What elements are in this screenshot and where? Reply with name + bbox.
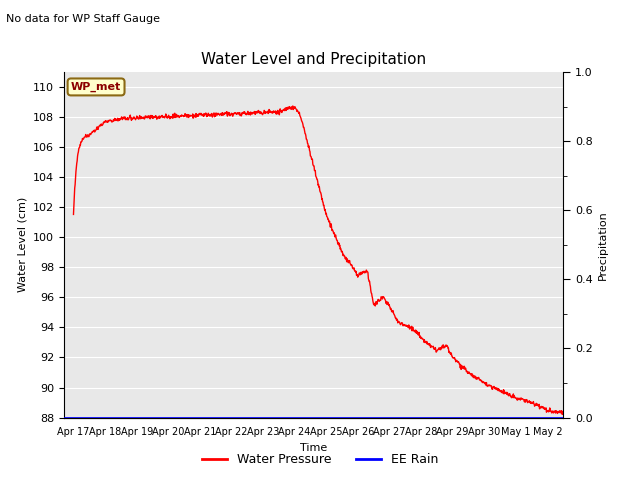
Title: Water Level and Precipitation: Water Level and Precipitation xyxy=(201,52,426,67)
Y-axis label: Precipitation: Precipitation xyxy=(598,210,608,280)
Text: No data for WP Staff Gauge: No data for WP Staff Gauge xyxy=(6,14,161,24)
Text: WP_met: WP_met xyxy=(71,82,121,92)
X-axis label: Time: Time xyxy=(300,443,327,453)
Y-axis label: Water Level (cm): Water Level (cm) xyxy=(17,197,28,292)
Legend: Water Pressure, EE Rain: Water Pressure, EE Rain xyxy=(196,448,444,471)
